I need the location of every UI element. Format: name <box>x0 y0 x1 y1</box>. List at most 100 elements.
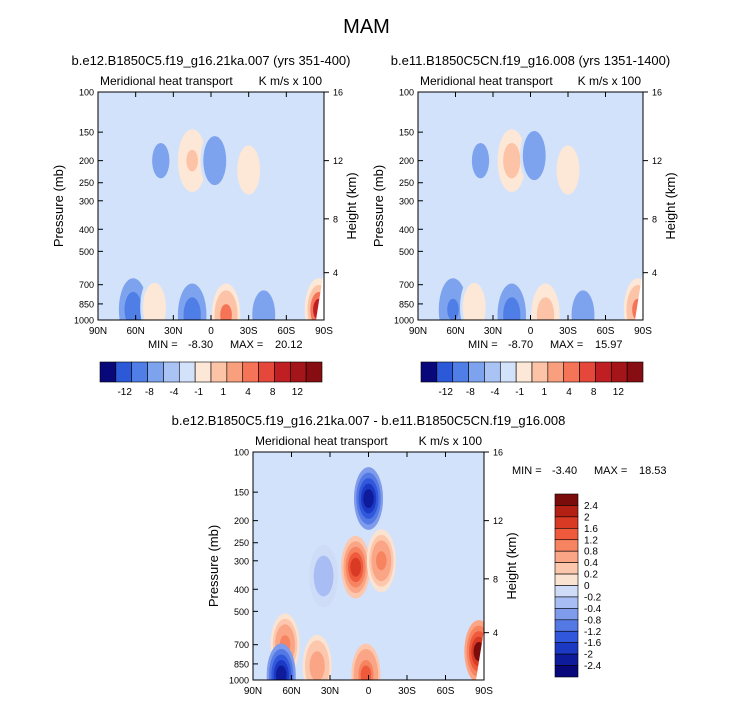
contour-blob-3 <box>318 566 329 586</box>
colorbar-label: -8 <box>466 387 475 398</box>
y-tick-label: 100 <box>399 88 414 98</box>
plot-area <box>253 452 484 680</box>
contour-blob-3 <box>474 149 487 172</box>
colorbar-box <box>554 493 579 506</box>
colorbar-box <box>147 361 164 383</box>
colorbar-box <box>554 573 579 586</box>
panel2-max-value: 18.53 <box>639 465 667 477</box>
y-right-tick-label: 8 <box>333 214 338 224</box>
colorbar-label: 2 <box>584 512 590 523</box>
contour-blob-4 <box>447 298 459 320</box>
colorbar-label: -12 <box>117 387 132 398</box>
chart-panel-1: b.e11.B1850C5CN.f19_g16.008 (yrs 1351-14… <box>371 53 678 337</box>
x-tick-label: 90S <box>634 326 652 337</box>
colorbar-box <box>554 505 579 518</box>
colorbar-label: -0.4 <box>584 604 602 615</box>
y-tick-label: 850 <box>234 659 249 669</box>
y-right-tick-label: 12 <box>493 516 503 526</box>
colorbar-box <box>289 361 307 383</box>
y-tick-label: 700 <box>399 280 414 290</box>
colorbar-label: 1.6 <box>584 524 598 535</box>
colorbar-label: -4 <box>491 387 500 398</box>
y-tick-label: 1000 <box>394 316 414 326</box>
x-tick-label: 90S <box>315 326 333 337</box>
colorbar-box <box>436 361 454 383</box>
y-right-tick-label: 4 <box>493 628 498 638</box>
y-right-tick-label: 16 <box>493 448 503 458</box>
colorbar-box <box>420 361 438 383</box>
colorbar-box <box>554 608 579 621</box>
colorbar-box <box>115 361 133 383</box>
x-tick-label: 30N <box>321 686 339 697</box>
colorbar-label: 2.4 <box>584 501 598 512</box>
colorbar-box <box>210 361 228 383</box>
x-tick-label: 60S <box>277 326 295 337</box>
x-tick-label: 0 <box>208 326 214 337</box>
y-right-tick-label: 4 <box>652 268 657 278</box>
colorbar-box <box>258 361 275 383</box>
y-tick-label: 250 <box>399 178 414 188</box>
x-tick-label: 30N <box>164 326 182 337</box>
x-tick-label: 60N <box>126 326 144 337</box>
colorbar-label: 1 <box>221 387 227 398</box>
colorbar-box <box>563 361 580 383</box>
colorbar-label: -1.6 <box>584 638 602 649</box>
colorbar-label: 1.2 <box>584 535 598 546</box>
y-tick-label: 250 <box>234 538 249 548</box>
contour-blob-7 <box>539 304 552 320</box>
y-tick-label: 400 <box>79 225 94 235</box>
y-tick-label: 1000 <box>229 676 249 686</box>
y-tick-label: 400 <box>234 585 249 595</box>
contour-blob-0 <box>186 149 198 172</box>
panel1-max-value: 15.97 <box>595 339 623 351</box>
y-tick-label: 500 <box>399 247 414 257</box>
colorbar-box <box>554 562 579 575</box>
contour-blob-8 <box>257 304 270 320</box>
colorbar-box <box>131 361 148 383</box>
y-axis-right-label: Height (km) <box>504 532 519 599</box>
colorbar-box <box>554 630 579 643</box>
missing-data-wedge <box>476 629 484 680</box>
colorbar-label: -2.4 <box>584 661 602 672</box>
y-axis-label: Pressure (mb) <box>51 165 66 247</box>
colorbar-label: 1 <box>542 387 548 398</box>
y-tick-label: 500 <box>79 247 94 257</box>
colorbar-box <box>554 585 579 598</box>
panel1-max-label: MAX = <box>550 339 583 351</box>
y-tick-label: 100 <box>79 88 94 98</box>
contour-blob-6 <box>311 656 323 676</box>
y-tick-label: 300 <box>234 556 249 566</box>
y-right-tick-label: 12 <box>652 156 662 166</box>
colorbar-diff: 2.421.61.20.80.40.20-0.2-0.4-0.8-1.2-1.6… <box>554 493 602 678</box>
left-title: Meridional heat transport <box>255 434 388 448</box>
y-tick-label: 400 <box>399 225 414 235</box>
colorbar-box <box>468 361 485 383</box>
colorbar-label: -4 <box>170 387 179 398</box>
colorbar-box <box>554 528 579 541</box>
y-tick-label: 150 <box>399 128 414 138</box>
colorbar-label: 0.4 <box>584 558 598 569</box>
chart-title: b.e11.B1850C5CN.f19_g16.008 (yrs 1351-14… <box>391 53 670 68</box>
colorbar-label: -1 <box>515 387 524 398</box>
colorbar-box <box>194 361 212 383</box>
y-tick-label: 700 <box>79 280 94 290</box>
y-tick-label: 150 <box>234 488 249 498</box>
colorbar-box <box>554 665 579 678</box>
contour-blob-8 <box>577 304 589 320</box>
contour-blob-1 <box>528 144 541 167</box>
x-tick-label: 0 <box>366 686 372 697</box>
contour-blob-2 <box>376 551 387 571</box>
colorbar-label: -0.2 <box>584 592 602 603</box>
missing-data-wedge <box>635 269 643 320</box>
x-tick-label: 90N <box>89 326 107 337</box>
panel2-min-label: MIN = <box>512 465 542 477</box>
y-tick-label: 200 <box>399 156 414 166</box>
missing-data-wedge <box>316 269 324 320</box>
units-label: K m/s x 100 <box>578 74 642 88</box>
x-tick-label: 30S <box>240 326 258 337</box>
chart-panel-0: b.e12.B1850C5.f19_g16.21ka.007 (yrs 351-… <box>51 53 359 337</box>
contour-blob-2 <box>242 159 255 181</box>
colorbar-box <box>554 596 579 609</box>
y-axis-label: Pressure (mb) <box>371 165 386 247</box>
